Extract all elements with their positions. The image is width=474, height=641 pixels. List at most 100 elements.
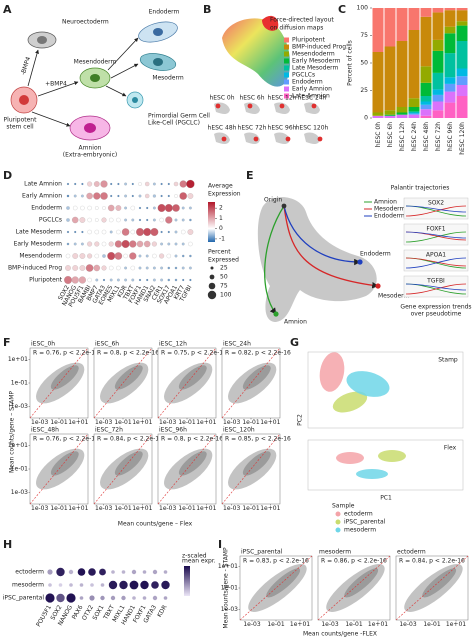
legend-title: mean expr. (182, 558, 216, 565)
bar-segment (420, 96, 432, 102)
dot (187, 229, 194, 235)
timepoint-label: hESC 96h (268, 125, 297, 132)
x-tick-label: hESC 0h (375, 122, 382, 147)
cell-label: Mesendoderm (74, 59, 117, 66)
dot (167, 266, 171, 270)
panel-letter: I (218, 538, 222, 551)
colorbar-label: -1 (219, 235, 225, 242)
x-tick-label: 1e-01 (50, 505, 67, 512)
dot (102, 254, 106, 258)
assay-label: Flex (444, 445, 457, 452)
bar-segment (420, 16, 432, 67)
dot (167, 278, 171, 282)
sample-cluster (346, 371, 390, 397)
dot (124, 278, 128, 282)
dot (150, 228, 159, 236)
dot (152, 218, 156, 222)
bar-segment (432, 89, 444, 95)
panel-title: ectoderm (397, 549, 426, 556)
panel-letter: B (203, 3, 211, 16)
dot (66, 206, 70, 210)
stat-label: R = 0.84, p < 2.2e-16 (399, 558, 465, 565)
dot (79, 265, 86, 271)
dot (94, 253, 99, 259)
dot (130, 265, 135, 271)
dot (108, 580, 118, 590)
dot (138, 194, 142, 198)
dot (124, 206, 128, 210)
bar-segment (408, 107, 420, 112)
x-tick-label: 1e-01 (178, 505, 195, 512)
bar-segment (444, 33, 456, 54)
legend-swatch (284, 58, 289, 64)
point-cloud-core (422, 568, 457, 598)
legend-swatch (284, 37, 289, 43)
dot (101, 217, 107, 223)
dot (151, 581, 159, 589)
panel-g-layout (307, 351, 464, 491)
x-tick-label: 1e-01 (50, 419, 67, 426)
y-tick-label: 25 (360, 87, 368, 94)
dot (110, 595, 116, 601)
dot (115, 205, 122, 211)
dot (95, 278, 99, 282)
dot (66, 194, 70, 198)
bar-segment (456, 85, 468, 96)
panel-letter: C (338, 3, 346, 16)
legend-swatch (284, 51, 289, 57)
x-tick-label: 1e+01 (132, 419, 152, 426)
size-label: 50 (220, 274, 228, 281)
legend-label: Mesendoderm (292, 51, 335, 58)
dot (129, 240, 137, 248)
dot (93, 181, 100, 187)
bar-segment (396, 8, 408, 41)
dot (109, 217, 114, 223)
dot (145, 181, 150, 187)
dot (179, 192, 187, 200)
lineage-label: Endoderm (360, 251, 391, 258)
bar-segment (444, 53, 456, 78)
row-label: mesoderm (12, 582, 44, 589)
bar-segment (420, 109, 432, 116)
bar-segment (444, 83, 456, 92)
row-label: iPSC_parental (3, 595, 45, 602)
cell-label: Pluripotent (4, 117, 38, 124)
legend-label: Amnion (374, 199, 397, 206)
dot (101, 265, 107, 271)
treatment-label: -BMP4 (20, 56, 32, 76)
stat-label: R = 0.76, p < 2.2e-16 (33, 436, 99, 443)
dot (107, 252, 116, 260)
mini-highlight (311, 103, 317, 109)
legend-swatch (335, 527, 341, 533)
bar-segment (420, 8, 432, 17)
dot (160, 242, 164, 246)
dot (189, 254, 192, 258)
dot (152, 278, 156, 282)
dot (45, 593, 55, 603)
timepoint-label: hESC 12h (268, 95, 297, 102)
dot (64, 276, 72, 284)
bar-segment (456, 76, 468, 85)
timepoint-label: hESC 0h (209, 95, 234, 102)
bar-segment (408, 111, 420, 113)
dot (161, 580, 170, 590)
dot (116, 265, 121, 271)
bar-segment (396, 114, 408, 118)
dot (65, 253, 71, 259)
dot (87, 181, 93, 187)
dot (174, 266, 178, 270)
bar-segment (384, 115, 396, 118)
dot (87, 241, 93, 247)
dot (94, 241, 100, 247)
dot (58, 583, 63, 587)
y-tick-label: 1e-01 (11, 466, 28, 473)
treatment-label: +BMP4 (45, 81, 67, 88)
dot (151, 241, 157, 247)
dot (72, 253, 79, 259)
dot (131, 182, 134, 186)
dot (107, 204, 115, 212)
dot (152, 253, 157, 259)
dot (157, 204, 166, 212)
dot (163, 570, 168, 574)
